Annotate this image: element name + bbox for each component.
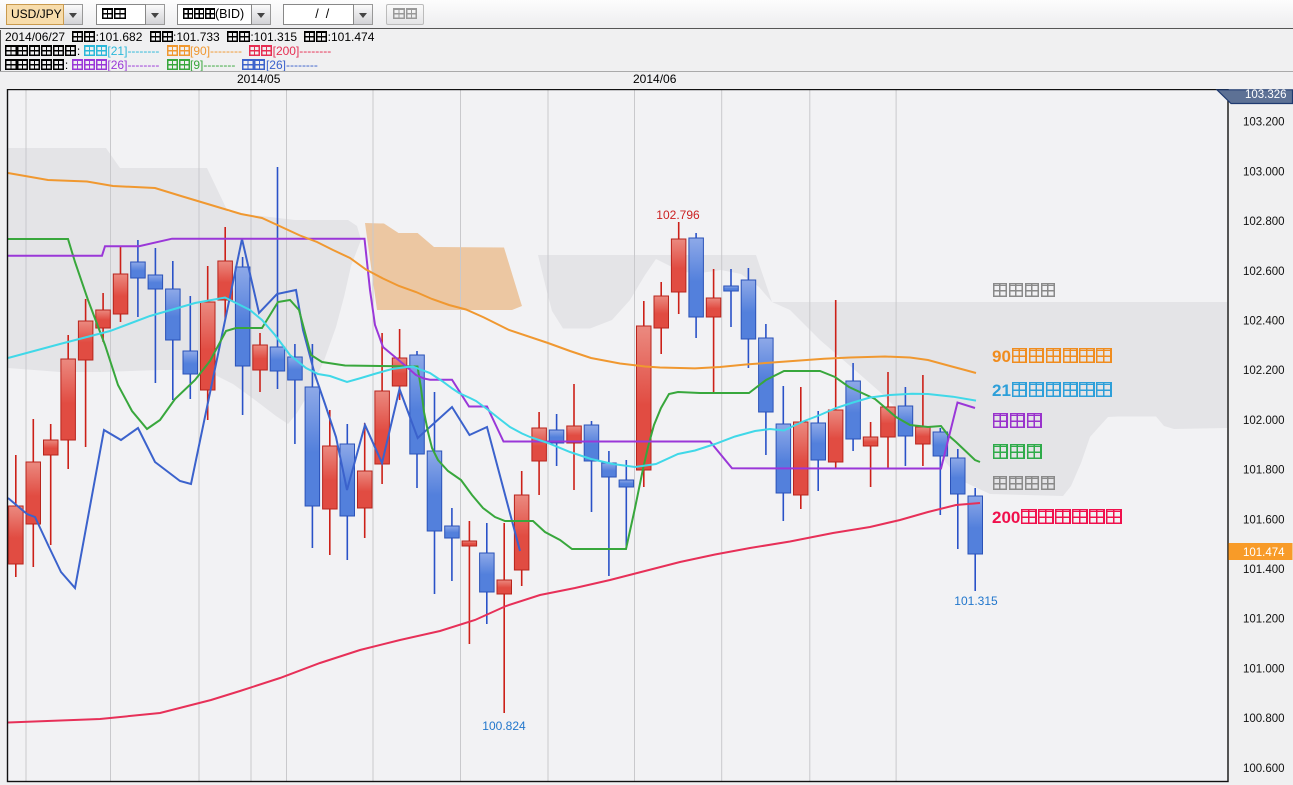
svg-text:101.400: 101.400 — [1243, 564, 1285, 576]
svg-text:102.200: 102.200 — [1243, 365, 1285, 377]
svg-text:102.000: 102.000 — [1243, 415, 1285, 427]
svg-text:101.000: 101.000 — [1243, 663, 1285, 675]
svg-text:101.600: 101.600 — [1243, 514, 1285, 526]
svg-text:101.200: 101.200 — [1243, 614, 1285, 626]
svg-text:101.315: 101.315 — [954, 594, 998, 608]
svg-text:102.796: 102.796 — [656, 208, 700, 222]
svg-text:101.800: 101.800 — [1243, 465, 1285, 477]
svg-text:101.474: 101.474 — [1243, 547, 1285, 559]
svg-text:103.000: 103.000 — [1243, 166, 1285, 178]
svg-text:100.800: 100.800 — [1243, 713, 1285, 725]
svg-text:102.800: 102.800 — [1243, 216, 1285, 228]
svg-text:102.600: 102.600 — [1243, 266, 1285, 278]
svg-text:103.326: 103.326 — [1245, 89, 1287, 101]
svg-text:100.600: 100.600 — [1243, 763, 1285, 775]
svg-text:102.400: 102.400 — [1243, 316, 1285, 328]
svg-text:100.824: 100.824 — [482, 719, 526, 733]
svg-text:103.200: 103.200 — [1243, 117, 1285, 129]
